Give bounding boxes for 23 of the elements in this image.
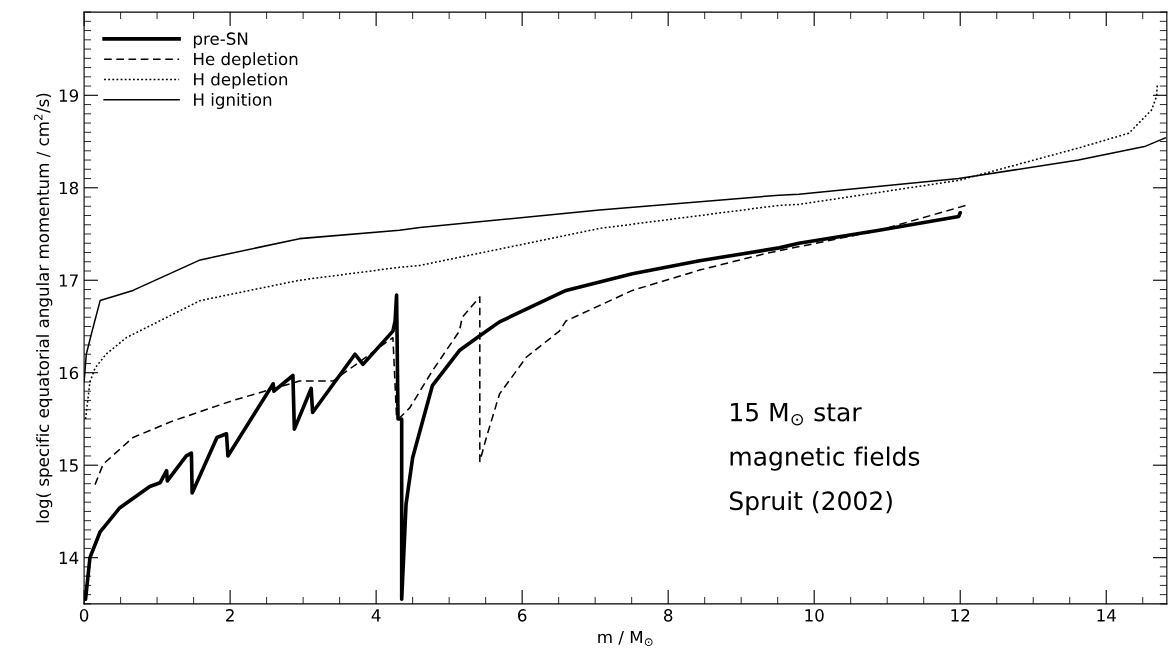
legend-label: pre-SN: [193, 32, 248, 49]
y-tick-label: 17: [59, 274, 78, 287]
x-tick-label: 6: [518, 609, 527, 622]
annotation: 15 M$_{⊙}$ star: [731, 402, 862, 426]
legend-label: H depletion: [194, 72, 288, 89]
x-axis-title: m / M$_{⊙}$: [598, 630, 653, 646]
x-tick-label: 8: [664, 609, 673, 622]
x-tick-label: 10: [805, 609, 824, 622]
x-tick-label: 4: [371, 609, 381, 622]
x-tick-label: 0: [79, 609, 89, 622]
annotation: magnetic fields: [730, 446, 920, 471]
y-tick-label: 19: [59, 89, 79, 102]
y-tick-label: 18: [59, 181, 79, 195]
x-tick-label: 2: [226, 609, 234, 622]
y-tick-label: 16: [59, 366, 79, 380]
x-tick-label: 14: [1097, 609, 1116, 622]
y-tick-label: 15: [59, 459, 78, 472]
legend-label: H ignition: [194, 92, 272, 110]
x-tick-label: 12: [951, 609, 970, 622]
annotation: Spruit (2002): [729, 490, 892, 516]
legend-label: He depletion: [194, 52, 298, 69]
y-axis-title: log( specific equatorial angular momentum / cm$^{2}$/s): [33, 93, 53, 523]
y-tick-label: 14: [59, 551, 79, 564]
